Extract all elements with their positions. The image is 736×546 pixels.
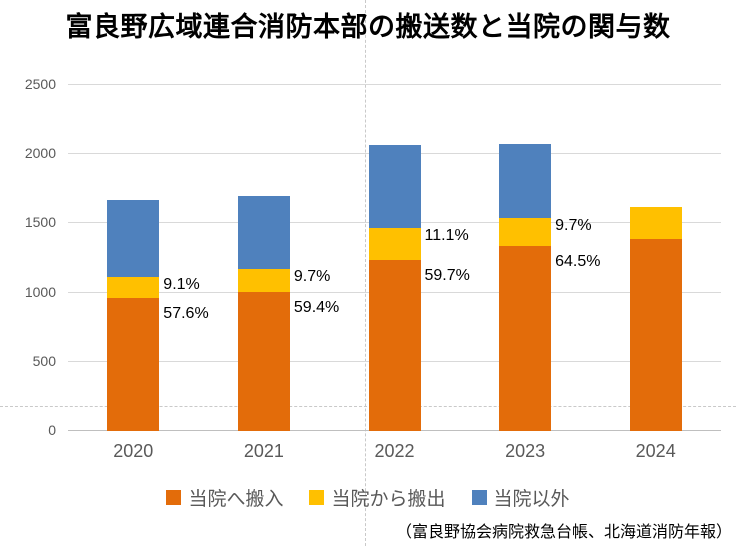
bar-2020-segment-other bbox=[107, 199, 160, 278]
legend-label-transfer-out: 当院から搬出 bbox=[331, 489, 446, 510]
pct-label-2022-transfer-in: 59.7% bbox=[424, 267, 470, 285]
x-axis-label-2022: 2022 bbox=[374, 441, 415, 461]
y-tick-label-1000: 1000 bbox=[24, 283, 56, 300]
x-axis-label-2020: 2020 bbox=[113, 441, 154, 461]
pct-label-2023-transfer-out: 9.7% bbox=[555, 216, 592, 234]
legend-item-other: 当院以外 bbox=[471, 484, 570, 511]
y-tick-label-2500: 2500 bbox=[24, 76, 56, 92]
horizontal-guide-line bbox=[0, 406, 736, 407]
bar-2023-segment-transfer-out bbox=[499, 217, 552, 246]
legend-swatch-other-icon bbox=[471, 490, 487, 505]
x-axis-label-2021: 2021 bbox=[243, 441, 284, 461]
y-tick-label-500: 500 bbox=[32, 352, 56, 369]
bar-2021-segment-other bbox=[237, 196, 290, 270]
pct-label-2023-transfer-in: 64.5% bbox=[555, 252, 601, 270]
pct-label-2022-transfer-out: 11.1% bbox=[424, 227, 469, 245]
legend-label-transfer-in: 当院へ搬入 bbox=[188, 489, 284, 510]
bar-2022-segment-transfer-in bbox=[368, 260, 421, 431]
y-tick-label-0: 0 bbox=[48, 422, 56, 438]
bar-2022-segment-transfer-out bbox=[368, 228, 421, 261]
x-axis-label-2024: 2024 bbox=[635, 441, 676, 461]
legend: 当院へ搬入 当院から搬出 当院以外 bbox=[0, 484, 736, 511]
pct-label-2020-transfer-in: 57.6% bbox=[163, 305, 209, 323]
pct-label-2021-transfer-in: 59.4% bbox=[293, 298, 340, 316]
bar-2021-segment-transfer-out bbox=[237, 269, 290, 292]
bar-2022-segment-other bbox=[368, 144, 421, 229]
legend-label-other: 当院以外 bbox=[493, 489, 570, 510]
chart-title: 富良野広域連合消防本部の搬送数と当院の関与数 bbox=[65, 12, 671, 42]
pct-label-2020-transfer-out: 9.1% bbox=[163, 276, 200, 294]
x-axis-label-2023: 2023 bbox=[505, 441, 546, 461]
y-tick-label-1500: 1500 bbox=[24, 214, 56, 231]
bar-2020-segment-transfer-in bbox=[107, 298, 160, 431]
vertical-guide-line bbox=[365, 0, 366, 546]
bar-2024-segment-transfer-in bbox=[629, 239, 682, 431]
gridline-2500 bbox=[68, 84, 721, 85]
source-note: （富良野協会病院救急台帳、北海道消防年報） bbox=[395, 524, 732, 541]
plot-area: 9.1% 57.6% 9.7% 59.4% 11.1% 59.7% 9.7% 64.5% bbox=[68, 84, 721, 431]
bar-2023-segment-other bbox=[499, 143, 552, 218]
y-tick-label-2000: 2000 bbox=[24, 145, 56, 162]
legend-item-transfer-in: 当院へ搬入 bbox=[166, 484, 283, 511]
legend-swatch-transfer-in-icon bbox=[166, 490, 182, 505]
bar-2020-segment-transfer-out bbox=[107, 277, 160, 299]
bar-2024-segment-transfer-out bbox=[629, 206, 682, 240]
legend-item-transfer-out: 当院から搬出 bbox=[309, 484, 446, 511]
legend-swatch-transfer-out-icon bbox=[309, 490, 325, 505]
bar-2021-segment-transfer-in bbox=[237, 291, 290, 431]
bar-2023-segment-transfer-in bbox=[499, 245, 552, 431]
pct-label-2021-transfer-out: 9.7% bbox=[293, 268, 331, 286]
